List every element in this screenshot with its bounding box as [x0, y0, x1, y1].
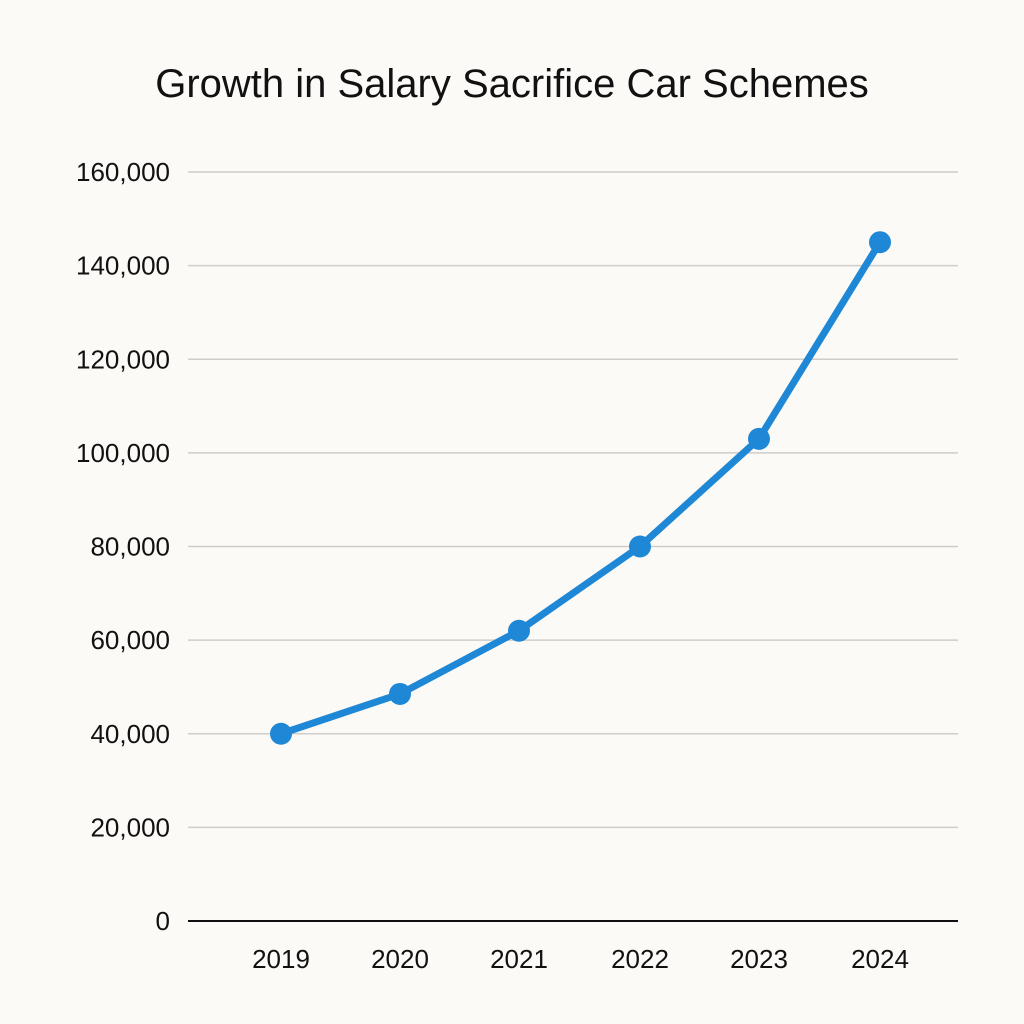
data-point	[869, 231, 891, 254]
x-tick-label: 2020	[371, 944, 429, 974]
y-tick-label: 120,000	[76, 344, 170, 374]
data-point	[748, 427, 770, 450]
x-tick-label: 2019	[252, 944, 310, 974]
data-point	[389, 682, 411, 705]
y-tick-label: 20,000	[90, 812, 170, 842]
y-tick-label: 40,000	[90, 719, 170, 749]
x-tick-label: 2024	[851, 944, 909, 974]
y-tick-label: 80,000	[90, 532, 170, 562]
y-tick-label: 160,000	[76, 157, 170, 187]
y-tick-label: 140,000	[76, 251, 170, 281]
chart-title: Growth in Salary Sacrifice Car Schemes	[155, 62, 869, 106]
series-line	[279, 240, 883, 738]
y-tick-label: 60,000	[90, 625, 170, 655]
x-tick-label: 2022	[611, 944, 669, 974]
y-tick-label: 100,000	[76, 438, 170, 468]
data-point	[629, 535, 651, 558]
x-tick-label: 2021	[490, 944, 548, 974]
data-point	[508, 619, 530, 642]
data-point	[270, 722, 292, 745]
x-tick-label: 2023	[730, 944, 788, 974]
y-tick-label: 0	[156, 906, 170, 936]
